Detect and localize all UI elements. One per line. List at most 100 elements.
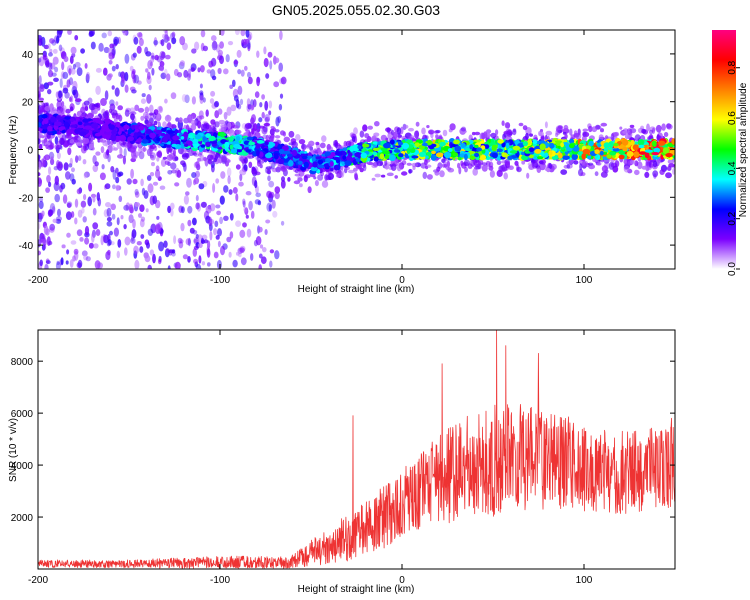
spectrogram-scatter-point (147, 228, 154, 236)
spectrogram-ridge-point (630, 139, 635, 146)
spectrogram-halo-point (495, 129, 499, 136)
spectrogram-ridge-point (334, 151, 343, 156)
spectrogram-ridge-point (653, 147, 661, 153)
spectrogram-ridge-point (603, 147, 608, 152)
spectrogram-scatter-point (59, 185, 63, 193)
spectrogram-ridge-point (118, 135, 126, 140)
colorbar-tick-label: 0.4 (727, 161, 738, 175)
spectrogram-scatter-point (84, 237, 90, 245)
spectrogram-ridge-point (622, 147, 628, 152)
spectrogram-ridge-point (327, 154, 334, 159)
spectrogram-scatter-point (124, 53, 130, 64)
spectrogram-ridge-point (398, 153, 404, 158)
spectrogram-scatter-point (137, 80, 142, 85)
spectrogram-halo-point (506, 129, 513, 137)
spectrogram-scatter-point (213, 251, 219, 259)
spectrogram-halo-point (644, 171, 650, 178)
spectrogram-ridge-point (165, 144, 170, 148)
spectrogram-halo-point (371, 163, 378, 169)
spectrogram-ridge-point (111, 130, 118, 135)
spectrogram-halo-point (304, 174, 311, 179)
spectrogram-halo-point (211, 165, 215, 173)
spectrogram-halo-point (117, 105, 123, 111)
spectrogram-scatter-point (217, 49, 223, 57)
colorbar-tick-label: 0.8 (727, 60, 738, 74)
spectrogram-ridge-point (651, 140, 657, 147)
spectrogram-ridge-point (270, 148, 276, 152)
spectrogram-scatter-point (189, 227, 195, 234)
spectrogram-halo-point (668, 163, 675, 168)
spectrogram-halo-point (481, 162, 488, 166)
spectrogram-ridge-point (585, 145, 591, 150)
spectrogram-halo-point (426, 125, 430, 129)
spectrogram-scatter-point (115, 176, 120, 184)
spectrogram-scatter-point (94, 161, 99, 167)
spectrogram-scatter-point (124, 84, 129, 93)
spectrogram-ridge-point (618, 154, 625, 160)
spectrogram-scatter-point (51, 206, 56, 214)
spectrogram-scatter-point (46, 236, 51, 247)
spectrogram-halo-point (228, 129, 235, 137)
spectrogram-halo-point (41, 139, 47, 143)
spectrogram-scatter-point (212, 183, 216, 193)
spectrogram-scatter-point (38, 75, 42, 85)
spectrogram-halo-point (374, 173, 381, 178)
spectrogram-ridge-point (229, 144, 234, 151)
spectrogram-ridge-point (389, 139, 395, 145)
spectrogram-halo-point (529, 133, 533, 137)
spectrogram-scatter-point (140, 234, 145, 239)
spectrogram-scatter-point (126, 178, 132, 185)
spectrogram-scatter-point (139, 246, 144, 253)
spectrogram-scatter-point (183, 69, 189, 78)
spectrogram-ridge-point (426, 151, 432, 156)
spectrogram-ridge-point (393, 149, 401, 153)
spectrogram-halo-point (315, 141, 320, 146)
spectrogram-halo-point (91, 136, 95, 141)
spectrogram-scatter-point (245, 30, 250, 38)
spectrogram-halo-point (385, 127, 392, 132)
spectrogram-ridge-point (329, 166, 334, 172)
spectrogram-halo-point (649, 162, 654, 168)
spectrogram-scatter-point (116, 217, 120, 226)
spectrogram-x-axis-label: Height of straight line (km) (298, 284, 415, 295)
spectrogram-scatter-point (105, 202, 111, 208)
spectrogram-scatter-point (274, 57, 280, 64)
spectrogram-scatter-point (181, 206, 185, 214)
spectrogram-scatter-point (164, 54, 171, 60)
spectrogram-halo-point (659, 169, 665, 176)
spectrogram-ridge-point (532, 139, 538, 145)
spectrogram-scatter-point (107, 73, 113, 78)
spectrogram-ridge-point (235, 135, 241, 142)
spectrogram-scatter-point (83, 172, 88, 179)
spectrogram-scatter-point (239, 229, 246, 238)
spectrogram-scatter-point (265, 219, 271, 224)
spectrogram-scatter-point (120, 71, 126, 79)
spectrogram-scatter-point (187, 237, 191, 247)
spectrogram-scatter-point (141, 93, 146, 98)
spectrogram-scatter-point (76, 67, 83, 77)
spectrogram-scatter-point (66, 79, 71, 88)
spectrogram-ridge-point (55, 116, 62, 120)
spectrogram-scatter-point (88, 242, 94, 249)
spectrogram-halo-point (646, 123, 650, 132)
spectrogram-scatter-point (49, 38, 55, 44)
spectrogram-ridge-point (454, 145, 462, 152)
spectrogram-ridge-point (540, 150, 545, 157)
spectrogram-ridge-point (315, 156, 322, 160)
spectrogram-scatter-point (254, 91, 260, 98)
spectrogram-scatter-point (158, 106, 163, 112)
spectrogram-ridge-point (171, 143, 177, 148)
spectrogram-ridge-point (159, 143, 164, 147)
spectrogram-ridge-point (317, 159, 324, 165)
spectrogram-scatter-point (150, 52, 155, 58)
spectrogram-scatter-point (149, 172, 155, 177)
spectrogram-scatter-point (38, 87, 41, 95)
spectrogram-y-tick-label: 40 (22, 50, 34, 61)
spectrogram-halo-point (486, 129, 492, 134)
spectrogram-scatter-point (128, 214, 134, 224)
spectrogram-scatter-point (58, 44, 63, 52)
spectrogram-scatter-point (71, 85, 78, 95)
spectrogram-ridge-point (303, 161, 309, 168)
spectrogram-scatter-point (101, 32, 107, 39)
snr-y-tick-label: 6000 (11, 409, 34, 420)
